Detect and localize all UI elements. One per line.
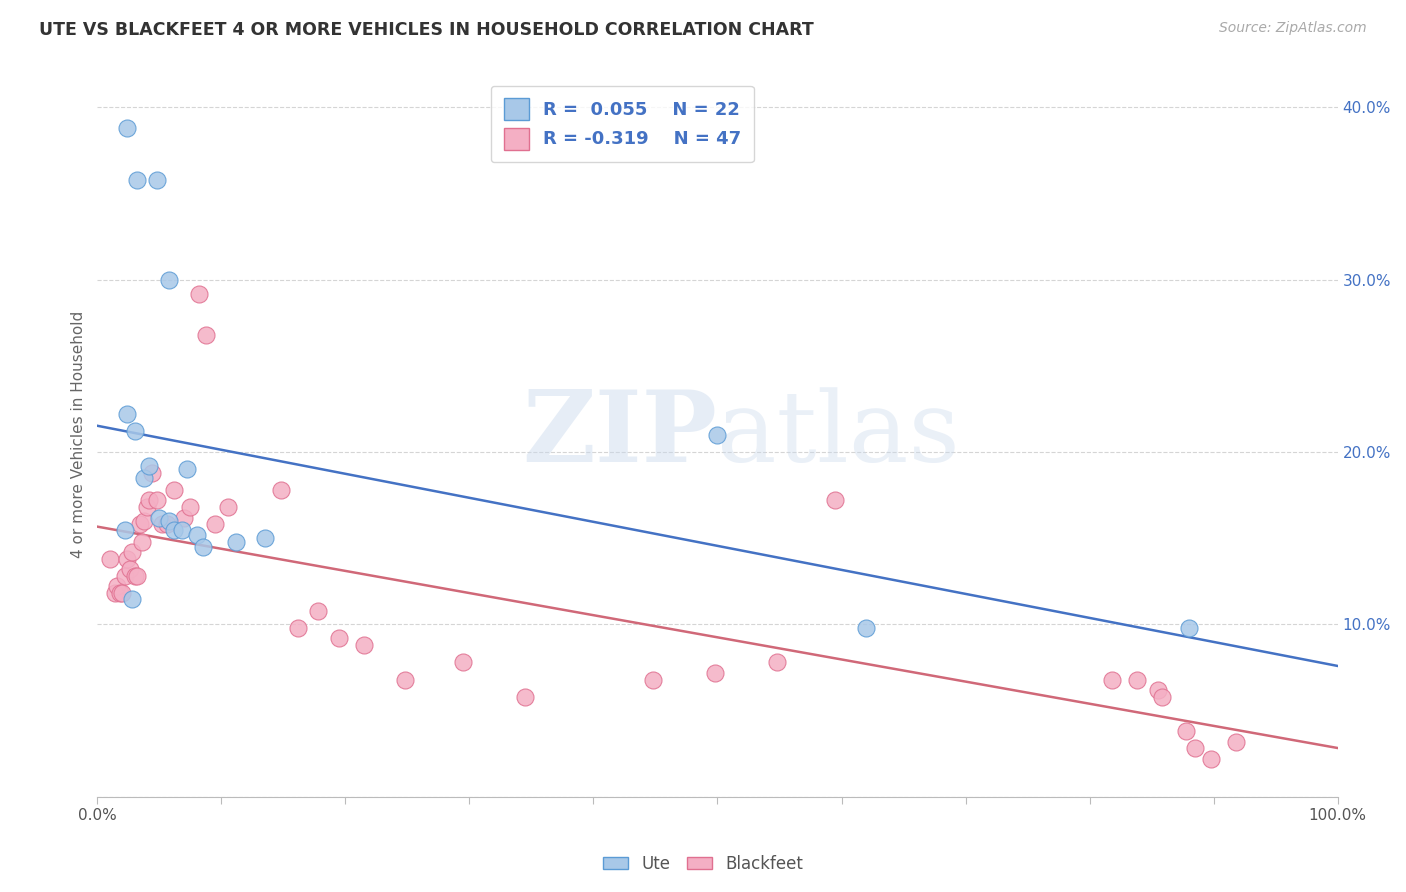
Text: Source: ZipAtlas.com: Source: ZipAtlas.com (1219, 21, 1367, 36)
Point (114, 569, 136, 583)
Point (706, 427, 728, 442)
Point (125, 173, 148, 187)
Point (136, 500, 159, 515)
Point (124, 569, 146, 583)
Point (115, 407, 138, 421)
Legend: Ute, Blackfeet: Ute, Blackfeet (596, 848, 810, 880)
Legend: R =  0.055    N = 22, R = -0.319    N = 47: R = 0.055 N = 22, R = -0.319 N = 47 (491, 86, 754, 162)
Point (353, 638, 375, 652)
Point (105, 579, 128, 593)
Point (115, 121, 138, 136)
Point (134, 471, 156, 485)
Point (104, 586, 127, 600)
Point (1125, 673, 1147, 687)
Point (394, 673, 416, 687)
Point (1101, 673, 1123, 687)
Point (134, 514, 156, 528)
Point (515, 690, 537, 704)
Point (704, 665, 727, 680)
Point (148, 510, 170, 524)
Point (173, 510, 195, 524)
Point (176, 462, 198, 476)
Point (138, 493, 160, 508)
Point (1184, 741, 1206, 756)
Point (217, 500, 239, 515)
Point (641, 673, 664, 687)
Point (157, 273, 180, 287)
Point (121, 545, 143, 559)
Point (1178, 621, 1201, 635)
Text: UTE VS BLACKFEET 4 OR MORE VEHICLES IN HOUSEHOLD CORRELATION CHART: UTE VS BLACKFEET 4 OR MORE VEHICLES IN H… (39, 21, 814, 39)
Point (328, 631, 350, 645)
Point (191, 540, 214, 554)
Point (121, 591, 143, 606)
Y-axis label: 4 or more Vehicles in Household: 4 or more Vehicles in Household (72, 311, 86, 558)
Point (163, 523, 186, 537)
Point (146, 173, 169, 187)
Point (108, 586, 131, 600)
Point (270, 483, 292, 497)
Point (115, 552, 138, 566)
Point (1175, 724, 1198, 739)
Point (170, 523, 193, 537)
Point (855, 621, 877, 635)
Text: atlas: atlas (717, 387, 960, 483)
Point (179, 500, 201, 515)
Point (451, 655, 474, 669)
Text: ZIP: ZIP (523, 386, 717, 483)
Point (98, 552, 121, 566)
Point (253, 531, 276, 545)
Point (195, 327, 218, 342)
Point (1146, 682, 1168, 697)
Point (188, 286, 211, 301)
Point (114, 523, 136, 537)
Point (287, 621, 309, 635)
Point (150, 517, 173, 532)
Point (156, 517, 179, 532)
Point (1225, 734, 1247, 748)
Point (1150, 690, 1173, 704)
Point (1199, 752, 1222, 766)
Point (186, 528, 208, 542)
Point (824, 493, 846, 508)
Point (225, 534, 247, 549)
Point (124, 425, 146, 439)
Point (204, 517, 226, 532)
Point (131, 534, 153, 549)
Point (128, 517, 150, 532)
Point (307, 604, 329, 618)
Point (111, 586, 134, 600)
Point (146, 493, 169, 508)
Point (138, 458, 160, 473)
Point (157, 514, 180, 528)
Point (125, 569, 148, 583)
Point (766, 655, 789, 669)
Point (141, 466, 163, 480)
Point (118, 562, 141, 576)
Point (163, 483, 186, 497)
